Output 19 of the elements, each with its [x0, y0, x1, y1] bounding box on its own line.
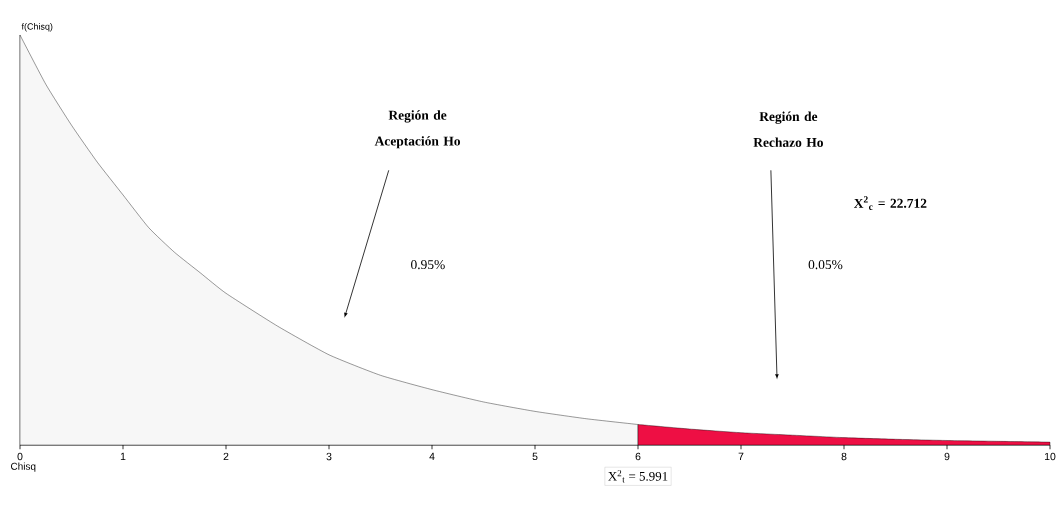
x-tick-label: 4 [429, 452, 435, 460]
annotation: 0.95% [411, 260, 445, 270]
x-tick-label: 9 [944, 452, 950, 461]
x-tick-label: 5 [532, 452, 538, 461]
x-tick-label: 0 [17, 452, 23, 461]
y-axis-title: f(Chisq) [21, 23, 53, 32]
x-tick-label: 10 [1044, 452, 1056, 461]
x-tick-label: 6 [635, 452, 641, 461]
x-axis-title: Chisq [11, 462, 36, 472]
annotation: Región de Rechazo Ho [753, 111, 823, 147]
x-tick-label: 3 [326, 452, 332, 461]
text: X$^{2}$$_{t}$ = 5.991 [608, 470, 668, 483]
x-tick-label: 2 [223, 452, 229, 461]
x-tick-label: 8 [841, 452, 847, 461]
annotation: 0.05% [808, 260, 843, 270]
annotation: X$^{2}$$_{c}$ = 22.712 [854, 196, 927, 210]
x-tick-label: 7 [738, 452, 744, 460]
annotation: Región de Aceptación Ho [374, 110, 461, 149]
x-tick-label: 1 [120, 452, 126, 460]
